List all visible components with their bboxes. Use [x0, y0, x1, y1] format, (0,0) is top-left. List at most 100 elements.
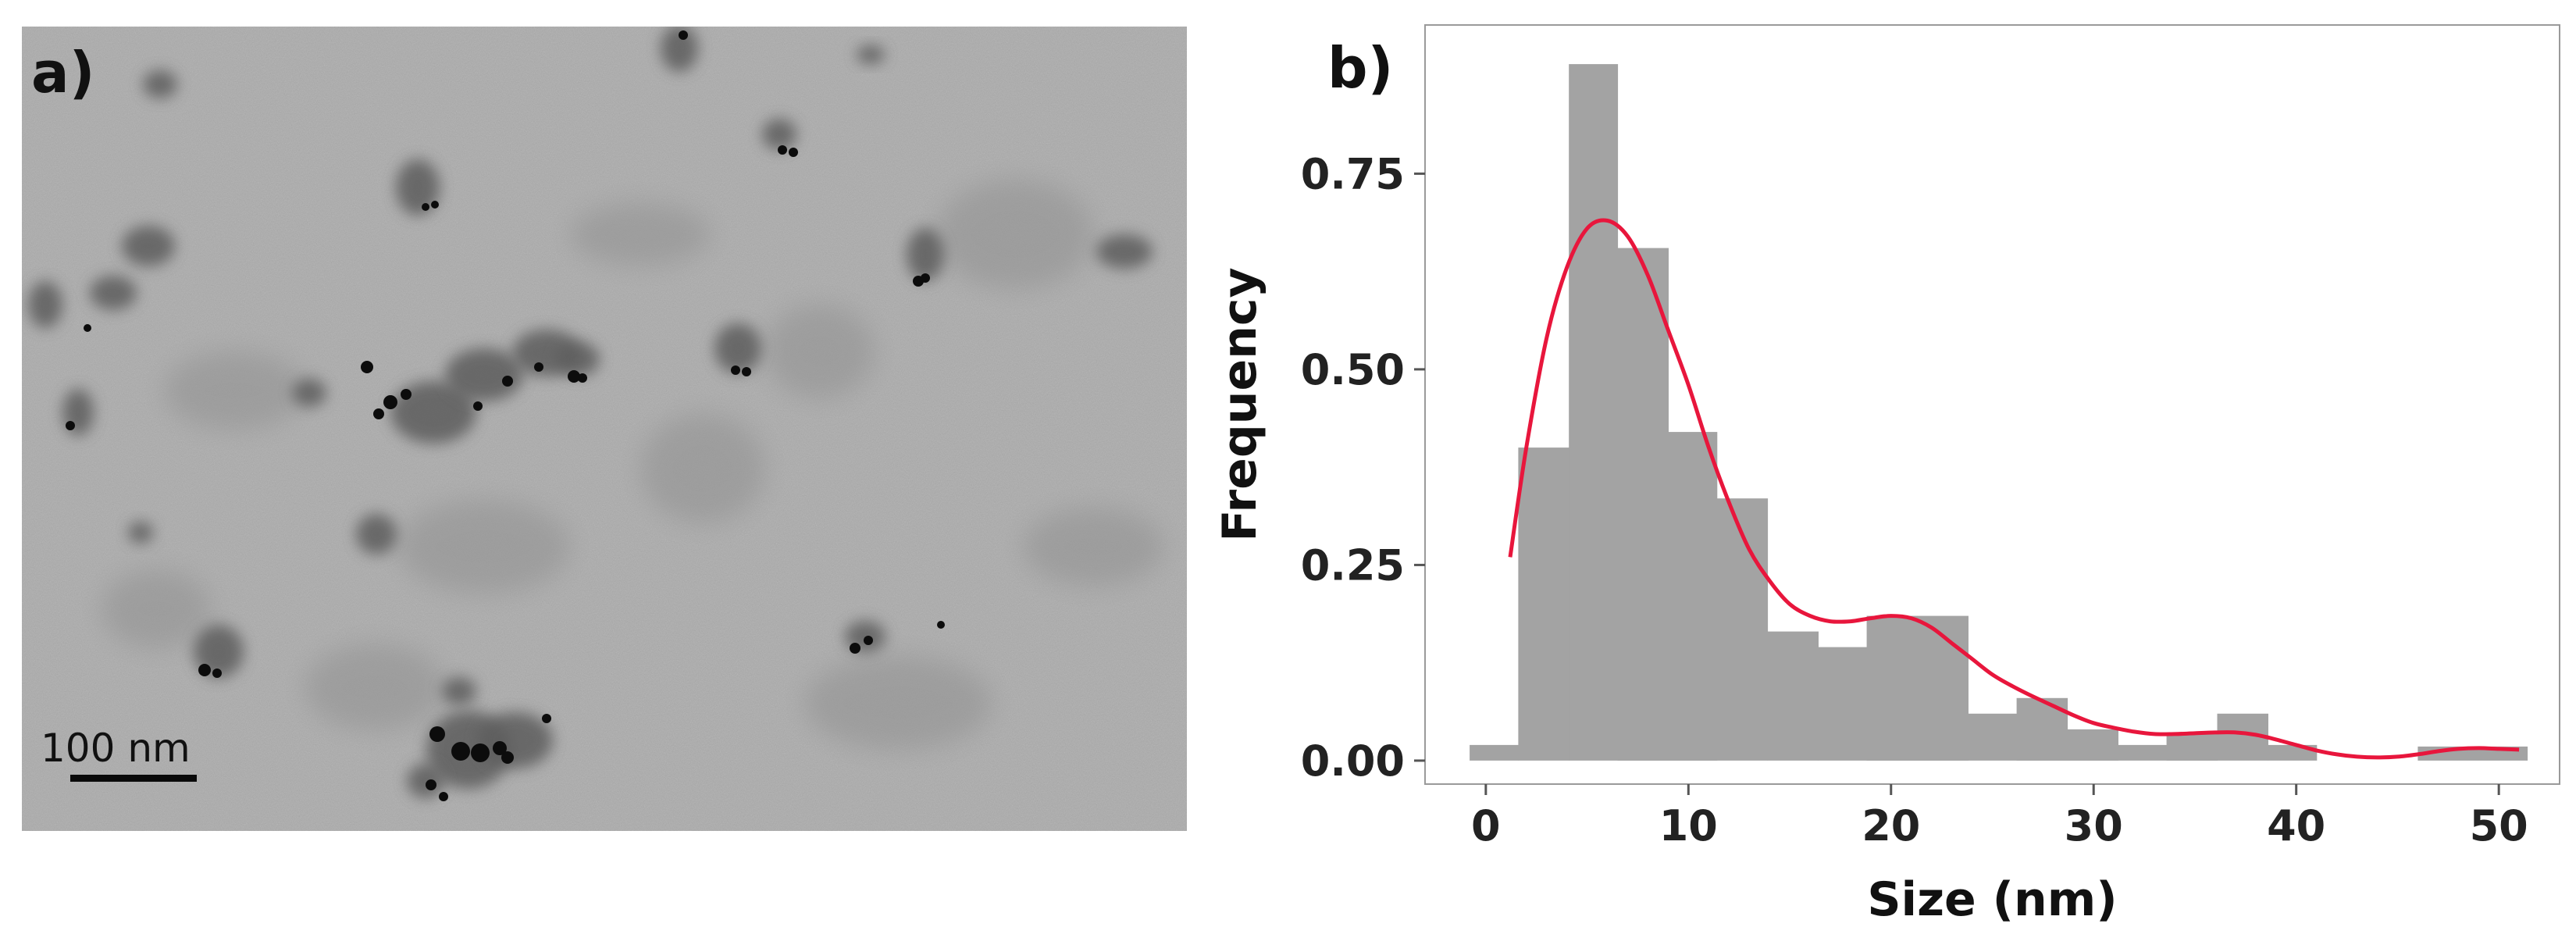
micrograph-nanoparticle: [501, 751, 514, 764]
micrograph-nanoparticle: [742, 367, 751, 376]
histogram-bar-12: [2067, 729, 2118, 761]
y-axis-ticks: 0.00 0.25 0.50 0.75: [1301, 149, 1425, 786]
micrograph-nanoparticle: [429, 726, 445, 742]
micrograph-nanoparticle: [921, 273, 930, 283]
y-tick-label: 0.00: [1301, 736, 1405, 786]
micrograph-nanoparticle: [84, 324, 91, 332]
histogram-bar-2: [1569, 64, 1619, 761]
micrograph-nanoparticle: [534, 362, 543, 372]
histogram-bar-1: [1518, 447, 1569, 761]
micrograph-nanoparticle: [864, 636, 873, 645]
panel-b-label: b): [1327, 35, 1393, 101]
histogram-bar-14: [2166, 733, 2218, 761]
micrograph-particle-cluster: [407, 764, 444, 798]
x-tick-label: 30: [2065, 801, 2123, 850]
micrograph-particle-cluster: [1096, 234, 1153, 269]
micrograph-soft-patch: [765, 305, 875, 398]
micrograph-nanoparticle: [439, 792, 448, 801]
micrograph-particle-cluster: [90, 276, 137, 310]
micrograph-nanoparticle: [431, 201, 439, 209]
micrograph-nanoparticle: [471, 743, 490, 762]
histogram-bar-0: [1470, 744, 1519, 761]
histogram-bar-8: [1866, 615, 1919, 761]
micrograph-nanoparticle: [679, 30, 688, 40]
density-curve: [1508, 218, 2520, 760]
micrograph-particle-cluster: [857, 45, 885, 64]
micrograph-nanoparticle: [789, 148, 798, 157]
micrograph-particle-cluster: [661, 27, 698, 72]
micrograph-particle-cluster: [356, 514, 397, 554]
micrograph-nanoparticle: [361, 361, 373, 373]
micrograph-particle-cluster: [122, 226, 175, 266]
micrograph-particle-cluster: [907, 228, 944, 281]
scale-bar-label: 100 nm: [41, 726, 191, 771]
micrograph-particle-cluster: [445, 348, 523, 401]
micrograph-nanoparticle: [473, 401, 483, 411]
micrograph-particle-cluster: [762, 119, 796, 150]
micrograph-soft-patch: [398, 500, 570, 594]
x-tick-label: 50: [2470, 801, 2528, 850]
micrograph-particle-cluster: [714, 323, 761, 373]
micrograph-soft-patch: [305, 644, 445, 730]
y-tick-label: 0.25: [1301, 540, 1405, 590]
x-tick-label: 10: [1659, 801, 1718, 850]
micrograph-nanoparticle: [568, 370, 580, 383]
micrograph-nanoparticle: [66, 421, 75, 430]
x-tick-label: 40: [2267, 801, 2325, 850]
histogram-bar-4: [1668, 432, 1718, 761]
histogram-chart: 0 10 20 30 40 50 0.00 0.25 0.50 0.75 Size (nm) F…: [1213, 24, 2560, 927]
micrograph-particles: [28, 27, 1153, 801]
micrograph-particle-cluster: [442, 677, 476, 705]
histogram-bar-3: [1617, 248, 1669, 761]
micrograph-soft-patch: [1023, 508, 1163, 586]
scale-bar: 100 nm: [41, 726, 197, 782]
micrograph-nanoparticle: [422, 203, 429, 211]
micrograph-nanoparticle: [850, 643, 860, 654]
micrograph-particle-cluster: [556, 342, 600, 376]
x-tick-label: 0: [1471, 801, 1501, 850]
y-tick-label: 0.50: [1301, 345, 1405, 394]
micrograph-nanoparticle: [493, 741, 507, 755]
micrograph-particle-cluster: [292, 379, 326, 407]
micrograph-nanoparticle: [401, 389, 412, 400]
micrograph-grain: [22, 27, 1187, 831]
micrograph-soft-patch: [570, 203, 711, 266]
micrograph-nanoparticle: [451, 742, 470, 761]
micrograph-nanoparticle: [502, 376, 513, 387]
micrograph-nanoparticle: [937, 621, 945, 629]
micrograph-nanoparticle: [542, 714, 551, 723]
scale-bar-line: [70, 775, 197, 782]
micrograph-nanoparticle: [373, 408, 384, 419]
micrograph-soft-patch: [640, 414, 765, 523]
x-tick-label: 20: [1862, 801, 1920, 850]
micrograph-particle-cluster: [128, 522, 153, 544]
micrograph-particle-cluster: [28, 281, 62, 328]
micrograph-nanoparticle: [578, 373, 587, 383]
micrograph-nanoparticle: [778, 145, 787, 155]
micrograph-nanoparticle: [198, 664, 211, 676]
micrograph-soft-patch: [164, 351, 305, 430]
micrograph-soft-patch: [102, 570, 211, 648]
micrograph-soft-patch: [937, 180, 1093, 289]
micrograph-particle-cluster: [143, 70, 177, 98]
micrograph-nanoparticle: [212, 669, 222, 678]
histogram-bar-9: [1917, 615, 1969, 761]
x-axis-ticks: 0 10 20 30 40 50: [1471, 784, 2528, 850]
y-tick-label: 0.75: [1301, 149, 1405, 198]
histogram-bar-10: [1968, 713, 2018, 761]
histogram-bar-7: [1818, 647, 1868, 761]
y-axis-title: Frequency: [1213, 267, 1267, 541]
panel-a-label: a): [31, 40, 95, 105]
micrograph-particle-cluster: [478, 712, 553, 768]
histogram-bar-13: [2118, 744, 2168, 761]
plot-frame: [1424, 24, 2560, 785]
micrograph-nanoparticle: [731, 365, 740, 375]
micrograph-nanoparticle: [383, 395, 397, 409]
micrograph-particle-cluster: [390, 381, 476, 444]
micrograph-particle-cluster: [396, 159, 440, 216]
micrograph-panel: 100 nm: [22, 27, 1187, 831]
histogram-bar-6: [1767, 631, 1819, 761]
histogram-bar-5: [1716, 498, 1769, 761]
micrograph-soft-patches: [102, 180, 1163, 750]
